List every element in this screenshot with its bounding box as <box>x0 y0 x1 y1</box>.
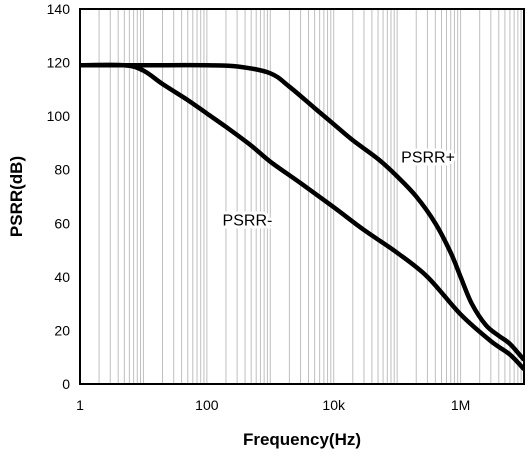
plot-frame <box>79 8 525 385</box>
series-line-psrr <box>80 62 524 362</box>
series-label: PSRR- <box>223 212 273 229</box>
y-tick-label: 0 <box>62 376 70 392</box>
y-tick-label: 120 <box>47 55 71 71</box>
curves <box>80 62 524 371</box>
series-labels: PSRR+ PSRR- <box>220 146 458 232</box>
x-axis-title: Frequency(Hz) <box>243 430 361 449</box>
x-tick-label: 1M <box>451 397 470 413</box>
y-tick-label: 40 <box>54 269 70 285</box>
tick-labels: 0 20 40 60 80 100 120 140 1 100 10k 1M <box>47 1 471 413</box>
y-axis-title: PSRR(dB) <box>7 156 26 237</box>
y-tick-label: 20 <box>54 322 70 338</box>
series-line-psrr <box>80 62 524 371</box>
y-tick-label: 80 <box>54 162 70 178</box>
x-tick-label: 1 <box>76 397 84 413</box>
y-tick-label: 100 <box>47 108 71 124</box>
grid-lines <box>98 9 522 384</box>
y-tick-label: 140 <box>47 1 71 17</box>
series-label: PSRR+ <box>401 149 455 166</box>
x-tick-label: 10k <box>322 397 346 413</box>
y-tick-label: 60 <box>54 215 70 231</box>
x-tick-label: 100 <box>195 397 219 413</box>
